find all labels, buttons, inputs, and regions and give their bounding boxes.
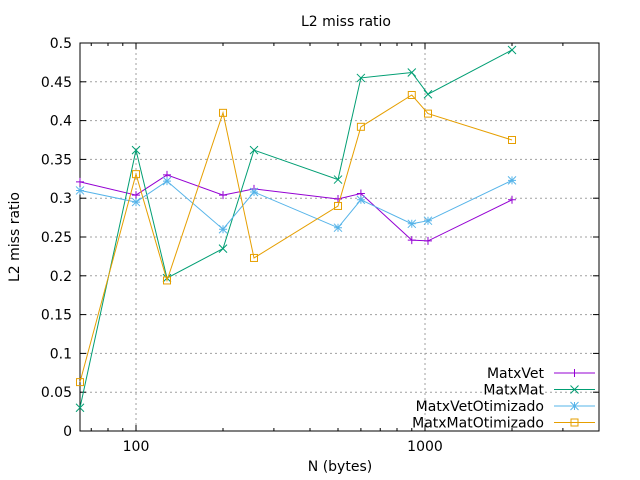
x-tick-label: 1000 xyxy=(407,439,443,455)
data-point xyxy=(132,170,141,179)
legend-entry: MatxMatOtimizado xyxy=(412,416,595,432)
data-point xyxy=(249,145,259,155)
y-tick-label: 0.05 xyxy=(41,385,72,401)
series-MatxVetOtimizado xyxy=(75,175,517,234)
series-line xyxy=(79,49,513,408)
data-point xyxy=(356,195,366,205)
legend-entry: MatxMat xyxy=(483,383,595,399)
data-point xyxy=(334,194,343,203)
data-point xyxy=(508,136,517,144)
series-lines xyxy=(75,45,517,413)
series-MatxVet xyxy=(76,170,517,245)
data-point xyxy=(219,108,228,117)
axes: 0 0.05 0.1 0.15 0.2 0.25 0.3 0.35 0.4 0.45 0.5 100 1… xyxy=(41,36,600,455)
y-tick-label: 0.3 xyxy=(50,191,72,207)
data-point xyxy=(249,187,259,197)
data-point xyxy=(407,90,416,99)
x-tick-label: 100 xyxy=(123,439,150,455)
data-point xyxy=(570,385,579,394)
data-point xyxy=(218,224,228,234)
data-point xyxy=(423,216,433,226)
plot-frame xyxy=(79,42,600,432)
y-tick-label: 0.5 xyxy=(50,36,72,52)
legend-label: MatxMatOtimizado xyxy=(412,416,544,432)
data-point xyxy=(75,403,85,413)
data-point xyxy=(131,197,141,207)
data-point xyxy=(423,89,433,99)
y-tick-label: 0.15 xyxy=(41,308,72,324)
data-point xyxy=(407,236,416,245)
data-point xyxy=(333,223,343,233)
data-point xyxy=(75,186,85,195)
series-MatxMat xyxy=(75,45,517,413)
data-point xyxy=(407,219,417,229)
data-point xyxy=(249,253,258,262)
data-point xyxy=(219,191,228,200)
data-point xyxy=(407,68,417,77)
y-tick-label: 0.1 xyxy=(50,346,72,362)
y-tick-label: 0 xyxy=(63,424,72,440)
legend-label: MatxVetOtimizado xyxy=(416,399,544,415)
data-point xyxy=(132,191,141,200)
data-point xyxy=(508,195,517,204)
legend-entry: MatxVet xyxy=(487,366,595,382)
y-tick-label: 0.4 xyxy=(50,114,72,130)
series-MatxMatOtimizado xyxy=(76,90,517,387)
data-point xyxy=(570,401,579,411)
data-point xyxy=(131,145,141,155)
data-point xyxy=(423,109,432,118)
y-tick-label: 0.2 xyxy=(50,269,72,285)
data-point xyxy=(423,236,432,245)
legend-label: MatxVet xyxy=(487,366,545,382)
y-axis-title: L2 miss ratio xyxy=(7,192,23,282)
data-point xyxy=(162,273,172,283)
y-tick-label: 0.25 xyxy=(41,230,72,246)
data-point xyxy=(333,175,343,184)
x-axis-title: N (bytes) xyxy=(308,459,372,475)
legend-label: MatxMat xyxy=(483,383,544,399)
series-line xyxy=(79,174,513,242)
series-line xyxy=(79,179,513,230)
data-point xyxy=(162,276,171,285)
chart-title: L2 miss ratio xyxy=(301,14,391,30)
data-point xyxy=(162,176,172,186)
data-point xyxy=(334,201,343,210)
series-line xyxy=(79,94,513,383)
legend-entry: MatxVetOtimizado xyxy=(416,399,595,415)
data-point xyxy=(76,378,84,387)
data-point xyxy=(507,175,517,185)
legend: MatxVetMatxMatMatxVetOtimizadoMatxMatOti… xyxy=(412,366,595,432)
y-tick-label: 0.45 xyxy=(41,75,72,91)
data-point xyxy=(356,73,366,83)
data-point xyxy=(356,122,365,131)
data-point xyxy=(570,369,579,377)
y-tick-label: 0.35 xyxy=(41,152,72,168)
data-point xyxy=(570,418,579,427)
data-point xyxy=(76,177,84,186)
data-point xyxy=(218,244,228,253)
data-point xyxy=(507,45,517,55)
